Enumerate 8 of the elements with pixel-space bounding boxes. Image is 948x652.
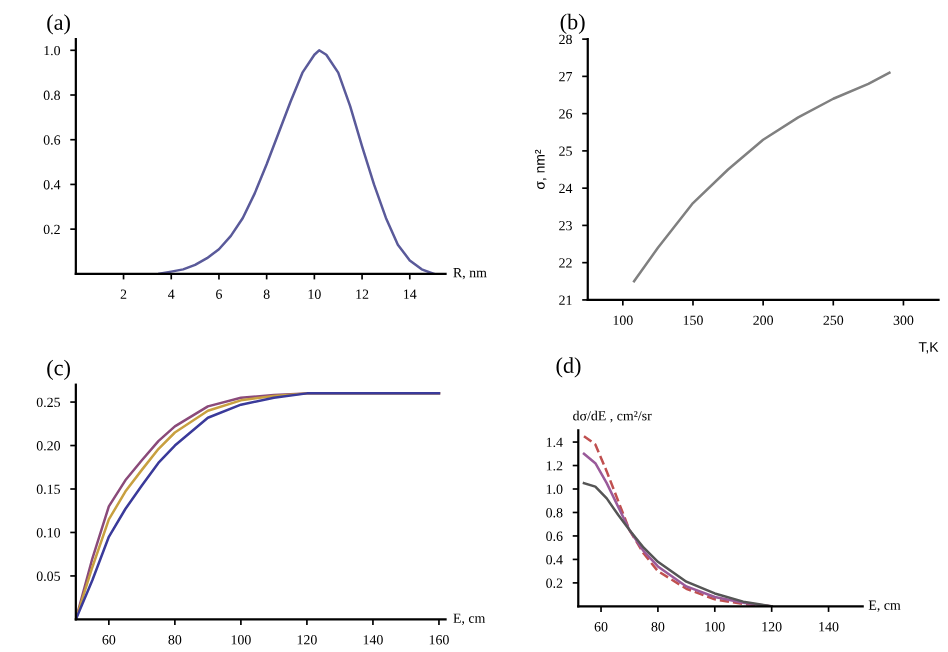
line-series xyxy=(75,392,441,620)
chart-title: (a) xyxy=(47,14,70,35)
chart-title: (b) xyxy=(560,13,585,34)
line-series xyxy=(582,481,773,607)
line-series xyxy=(158,49,435,274)
chart-title: (d) xyxy=(556,357,581,378)
chart-title: (c) xyxy=(47,359,70,380)
line-series xyxy=(632,71,891,283)
